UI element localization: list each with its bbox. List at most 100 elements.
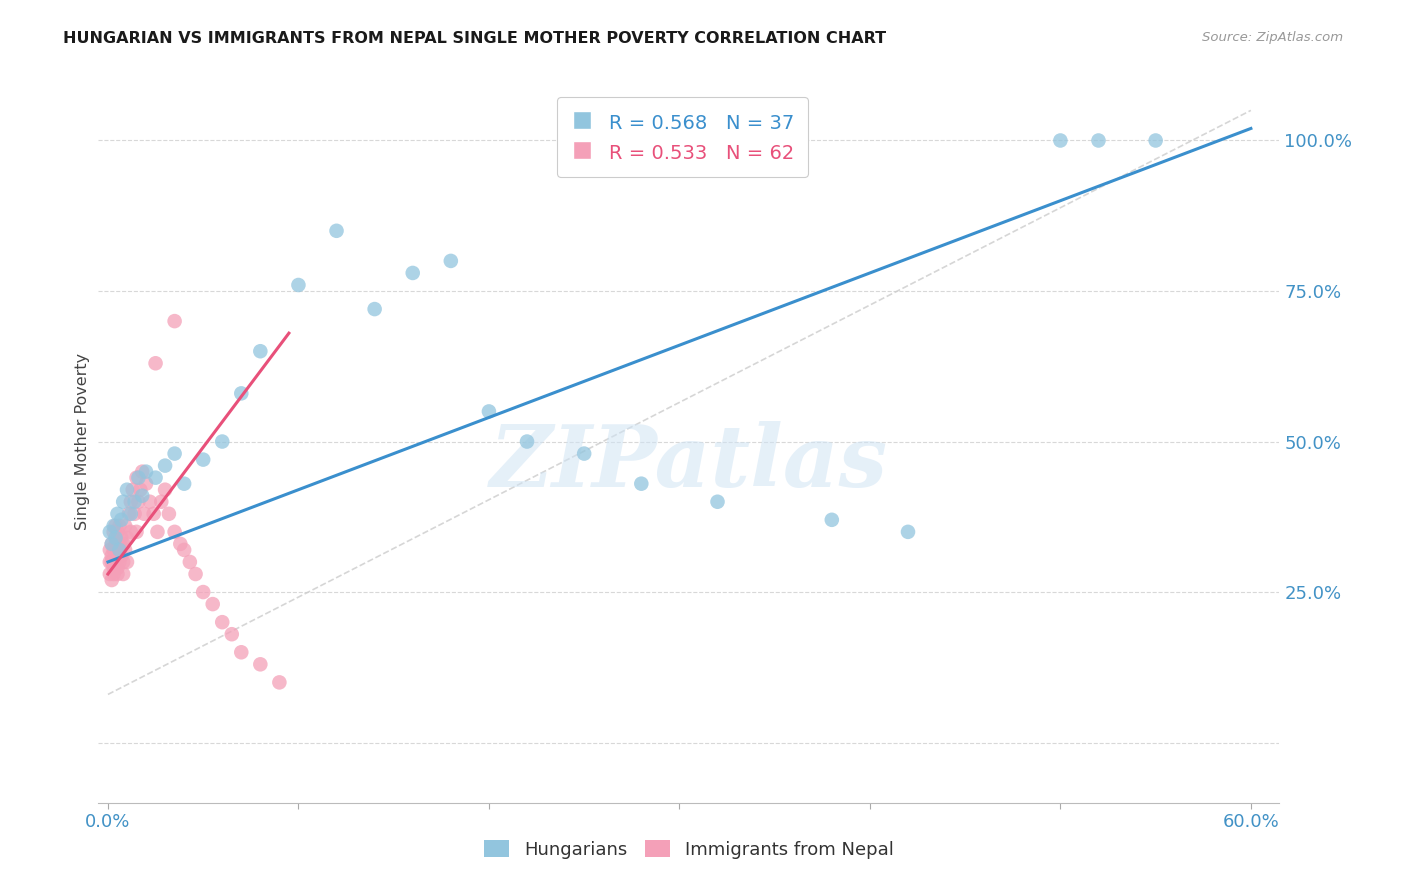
Point bbox=[231, 386, 253, 401]
Point bbox=[108, 542, 131, 557]
Point bbox=[897, 524, 920, 539]
Point bbox=[131, 489, 153, 503]
Text: ZIPatlas: ZIPatlas bbox=[489, 421, 889, 505]
Point bbox=[120, 524, 142, 539]
Point bbox=[114, 519, 136, 533]
Point bbox=[121, 483, 143, 497]
Point bbox=[103, 524, 125, 539]
Point bbox=[325, 224, 347, 238]
Point bbox=[104, 537, 127, 551]
Point bbox=[125, 471, 148, 485]
Point bbox=[157, 507, 180, 521]
Point bbox=[173, 542, 195, 557]
Point bbox=[110, 549, 132, 563]
Point bbox=[139, 494, 162, 508]
Point bbox=[363, 301, 385, 317]
Point bbox=[103, 561, 125, 575]
Point bbox=[134, 507, 156, 521]
Point bbox=[163, 314, 186, 328]
Point bbox=[179, 555, 201, 569]
Point bbox=[163, 447, 186, 461]
Text: HUNGARIAN VS IMMIGRANTS FROM NEPAL SINGLE MOTHER POVERTY CORRELATION CHART: HUNGARIAN VS IMMIGRANTS FROM NEPAL SINGL… bbox=[63, 31, 886, 46]
Point bbox=[1144, 133, 1167, 147]
Point bbox=[120, 494, 142, 508]
Point bbox=[107, 567, 129, 582]
Point bbox=[110, 531, 132, 545]
Point bbox=[98, 542, 121, 557]
Point bbox=[131, 465, 153, 479]
Y-axis label: Single Mother Poverty: Single Mother Poverty bbox=[75, 353, 90, 530]
Point bbox=[630, 476, 652, 491]
Point bbox=[193, 585, 215, 599]
Point bbox=[98, 567, 121, 582]
Point bbox=[516, 434, 538, 449]
Point bbox=[115, 531, 138, 545]
Point bbox=[135, 465, 157, 479]
Point bbox=[100, 573, 122, 587]
Point bbox=[269, 675, 291, 690]
Point bbox=[221, 627, 243, 641]
Point bbox=[287, 278, 309, 293]
Point bbox=[112, 567, 135, 582]
Point bbox=[184, 567, 207, 582]
Point bbox=[153, 483, 176, 497]
Point bbox=[100, 555, 122, 569]
Point bbox=[211, 615, 233, 630]
Point bbox=[104, 555, 127, 569]
Point bbox=[163, 524, 186, 539]
Point bbox=[115, 555, 138, 569]
Point bbox=[124, 507, 146, 521]
Point bbox=[249, 344, 271, 359]
Point bbox=[1087, 133, 1109, 147]
Point bbox=[103, 519, 125, 533]
Point bbox=[98, 524, 121, 539]
Point bbox=[100, 549, 122, 563]
Point bbox=[193, 452, 215, 467]
Point bbox=[120, 507, 142, 521]
Point bbox=[249, 657, 271, 672]
Point bbox=[129, 483, 152, 497]
Point bbox=[150, 494, 173, 508]
Point bbox=[173, 476, 195, 491]
Point bbox=[145, 471, 167, 485]
Point bbox=[572, 447, 595, 461]
Point bbox=[112, 555, 135, 569]
Point bbox=[127, 471, 149, 485]
Point bbox=[103, 567, 125, 582]
Point bbox=[107, 507, 129, 521]
Point bbox=[114, 542, 136, 557]
Point bbox=[706, 494, 728, 508]
Point bbox=[100, 537, 122, 551]
Point bbox=[124, 494, 146, 508]
Point bbox=[127, 494, 149, 508]
Point bbox=[104, 531, 127, 545]
Point bbox=[440, 253, 463, 268]
Legend: Hungarians, Immigrants from Nepal: Hungarians, Immigrants from Nepal bbox=[477, 833, 901, 866]
Point bbox=[1049, 133, 1071, 147]
Point bbox=[146, 524, 169, 539]
Point bbox=[107, 524, 129, 539]
Text: Source: ZipAtlas.com: Source: ZipAtlas.com bbox=[1202, 31, 1343, 45]
Point bbox=[115, 483, 138, 497]
Point bbox=[145, 356, 167, 370]
Point bbox=[478, 404, 501, 418]
Point bbox=[100, 537, 122, 551]
Point bbox=[231, 645, 253, 659]
Point bbox=[125, 524, 148, 539]
Point bbox=[104, 519, 127, 533]
Point bbox=[107, 542, 129, 557]
Point bbox=[108, 555, 131, 569]
Point bbox=[402, 266, 425, 280]
Point bbox=[108, 537, 131, 551]
Point bbox=[169, 537, 191, 551]
Point bbox=[112, 537, 135, 551]
Point bbox=[201, 597, 224, 611]
Point bbox=[98, 555, 121, 569]
Point bbox=[142, 507, 165, 521]
Point bbox=[108, 519, 131, 533]
Point bbox=[118, 507, 141, 521]
Point bbox=[112, 494, 135, 508]
Point bbox=[110, 513, 132, 527]
Point bbox=[103, 542, 125, 557]
Point bbox=[211, 434, 233, 449]
